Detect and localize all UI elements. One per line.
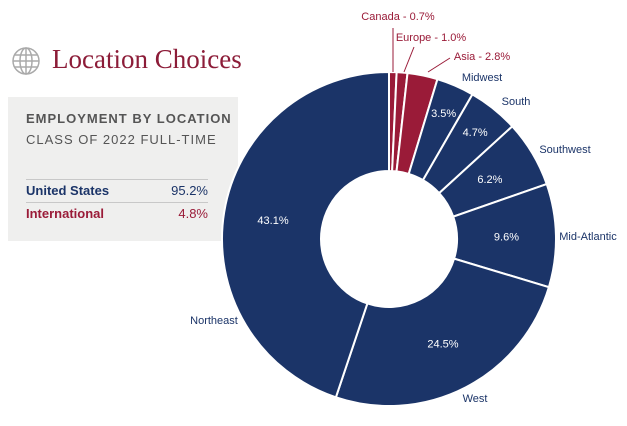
data-label: 9.6% [494, 232, 519, 244]
row-label: United States [26, 183, 110, 198]
row-value: 95.2% [171, 183, 208, 198]
data-label: 24.5% [427, 338, 458, 350]
row-label: International [26, 206, 105, 221]
category-label: Canada - 0.7% [361, 11, 435, 23]
category-label: West [463, 393, 488, 405]
category-label: Northeast [190, 315, 238, 327]
category-label: Southwest [539, 144, 590, 156]
panel-subheading: CLASS OF 2022 FULL-TIME [26, 132, 217, 147]
row-value: 4.8% [178, 206, 208, 221]
row-international: International 4.8% [26, 202, 208, 225]
summary-panel: EMPLOYMENT BY LOCATION CLASS OF 2022 FUL… [8, 97, 238, 241]
data-label: 3.5% [431, 108, 456, 120]
leader-line [427, 57, 451, 73]
slice-west [334, 257, 551, 407]
panel-heading: EMPLOYMENT BY LOCATION [26, 111, 232, 126]
leader-line [403, 46, 415, 73]
category-label: South [502, 96, 531, 108]
slice-northeast [221, 70, 390, 399]
data-label: 4.7% [463, 127, 488, 139]
page-title: Location Choices [52, 44, 242, 74]
data-label: 43.1% [257, 215, 288, 227]
category-label: Mid-Atlantic [559, 231, 617, 243]
category-label: Asia - 2.8% [454, 51, 510, 63]
data-label: 6.2% [477, 174, 502, 186]
globe-icon [12, 47, 40, 75]
row-united-states: United States 95.2% [26, 179, 208, 202]
category-label: Europe - 1.0% [396, 32, 467, 44]
category-label: Midwest [462, 72, 502, 84]
